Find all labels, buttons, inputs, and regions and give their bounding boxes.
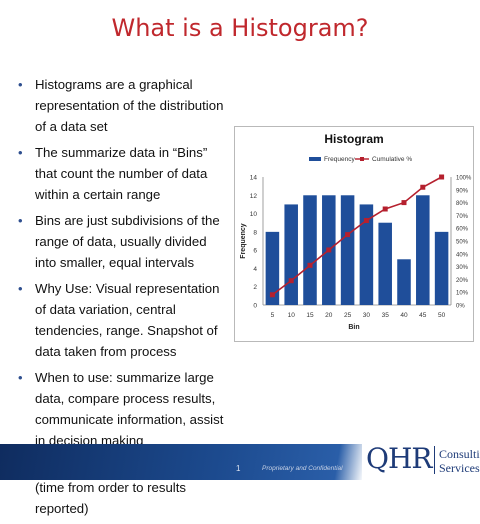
logo-line-services: Services bbox=[439, 461, 480, 475]
legend-frequency-label: Frequency bbox=[324, 156, 355, 163]
confidential-text: Proprietary and Confidential bbox=[262, 465, 343, 472]
x-axis-title: Bin bbox=[348, 324, 359, 331]
y2-tick-label: 100% bbox=[456, 176, 472, 182]
bullet-icon: • bbox=[18, 213, 23, 228]
y-tick-label: 4 bbox=[253, 266, 257, 273]
y-tick-label: 14 bbox=[250, 175, 258, 182]
x-tick-label: 15 bbox=[306, 312, 314, 319]
y-tick-label: 2 bbox=[253, 284, 257, 291]
cumulative-point bbox=[420, 184, 426, 190]
bullet-item: • Histograms are a graphical representati… bbox=[18, 74, 230, 137]
logo-separator bbox=[434, 446, 435, 474]
bullet-item: • Why Use: Visual representation of data … bbox=[18, 278, 230, 362]
bullet-icon: • bbox=[18, 77, 23, 92]
legend-frequency-swatch bbox=[309, 157, 321, 161]
histogram-bar bbox=[284, 204, 298, 305]
y2-tick-label: 80% bbox=[456, 201, 469, 207]
y2-tick-label: 0% bbox=[456, 304, 465, 310]
bullet-icon: • bbox=[18, 370, 23, 385]
cumulative-point bbox=[326, 247, 332, 253]
cumulative-point bbox=[307, 262, 313, 268]
x-tick-label: 10 bbox=[288, 312, 296, 319]
legend-cumulative-marker bbox=[360, 157, 364, 161]
histogram-bar bbox=[303, 195, 317, 305]
y2-tick-label: 20% bbox=[456, 278, 469, 284]
cumulative-point bbox=[363, 218, 369, 224]
x-tick-label: 40 bbox=[400, 312, 408, 319]
bullet-text: Bins are just subdivisions of the range … bbox=[35, 213, 220, 270]
slide-title: What is a Histogram? bbox=[111, 14, 369, 42]
y-tick-label: 6 bbox=[253, 248, 257, 255]
y2-tick-label: 10% bbox=[456, 291, 469, 297]
cumulative-point bbox=[439, 174, 445, 180]
y-tick-label: 8 bbox=[253, 229, 257, 236]
x-tick-label: 20 bbox=[325, 312, 333, 319]
x-tick-label: 50 bbox=[438, 312, 446, 319]
bullet-item: • The summarize data in “Bins” that count… bbox=[18, 142, 230, 205]
page-number: 1 bbox=[236, 464, 241, 473]
y2-tick-label: 30% bbox=[456, 265, 469, 271]
qhr-logo: QHR Consulting Services bbox=[362, 440, 480, 480]
bullet-icon: • bbox=[18, 281, 23, 296]
x-tick-label: 25 bbox=[344, 312, 352, 319]
bullet-item: • When to use: summarize large data, comp… bbox=[18, 367, 230, 451]
y2-tick-label: 50% bbox=[456, 240, 469, 246]
x-tick-label: 30 bbox=[363, 312, 371, 319]
cumulative-point bbox=[288, 278, 294, 284]
bullet-text: The summarize data in “Bins” that count … bbox=[35, 145, 208, 202]
cumulative-point bbox=[345, 232, 351, 238]
bullet-text: Histograms are a graphical representatio… bbox=[35, 77, 224, 134]
legend-cumulative-label: Cumulative % bbox=[372, 156, 412, 163]
logo-line-consulting: Consulting bbox=[439, 447, 480, 461]
y2-tick-label: 90% bbox=[456, 188, 469, 194]
bullet-text: Why Use: Visual representation of data v… bbox=[35, 281, 220, 359]
histogram-bar bbox=[434, 231, 449, 305]
histogram-svg: Histogram Frequency Cumulative % 0 2 4 6 8 10 12 1… bbox=[240, 132, 472, 331]
y2-tick-label: 70% bbox=[456, 214, 469, 220]
bullet-item: • Bins are just subdivisions of the range… bbox=[18, 210, 230, 273]
cumulative-point bbox=[382, 206, 388, 212]
bullet-text: When to use: summarize large data, compa… bbox=[35, 370, 224, 448]
histogram-bar bbox=[416, 195, 430, 305]
histogram-bar bbox=[378, 222, 392, 305]
histogram-bar bbox=[397, 259, 411, 305]
x-tick-label: 5 bbox=[271, 312, 275, 319]
cumulative-point bbox=[401, 200, 407, 206]
histogram-bar bbox=[265, 231, 280, 305]
bullet-icon: • bbox=[18, 145, 23, 160]
y2-tick-label: 60% bbox=[456, 227, 469, 233]
y-tick-label: 12 bbox=[250, 193, 258, 200]
y-axis-title: Frequency bbox=[240, 223, 247, 259]
x-tick-label: 35 bbox=[382, 312, 390, 319]
y-tick-label: 10 bbox=[250, 211, 258, 218]
chart-title: Histogram bbox=[324, 132, 383, 146]
x-tick-label: 45 bbox=[419, 312, 427, 319]
cumulative-point bbox=[269, 292, 275, 298]
histogram-bar bbox=[359, 204, 374, 305]
histogram-chart: Histogram Frequency Cumulative % 0 2 4 6 8 10 12 1… bbox=[234, 126, 474, 342]
y-tick-label: 0 bbox=[253, 303, 257, 310]
cumulative-line bbox=[271, 176, 442, 296]
y2-tick-label: 40% bbox=[456, 252, 469, 258]
logo-mark: QHR bbox=[366, 442, 432, 475]
histogram-bar bbox=[340, 195, 355, 305]
